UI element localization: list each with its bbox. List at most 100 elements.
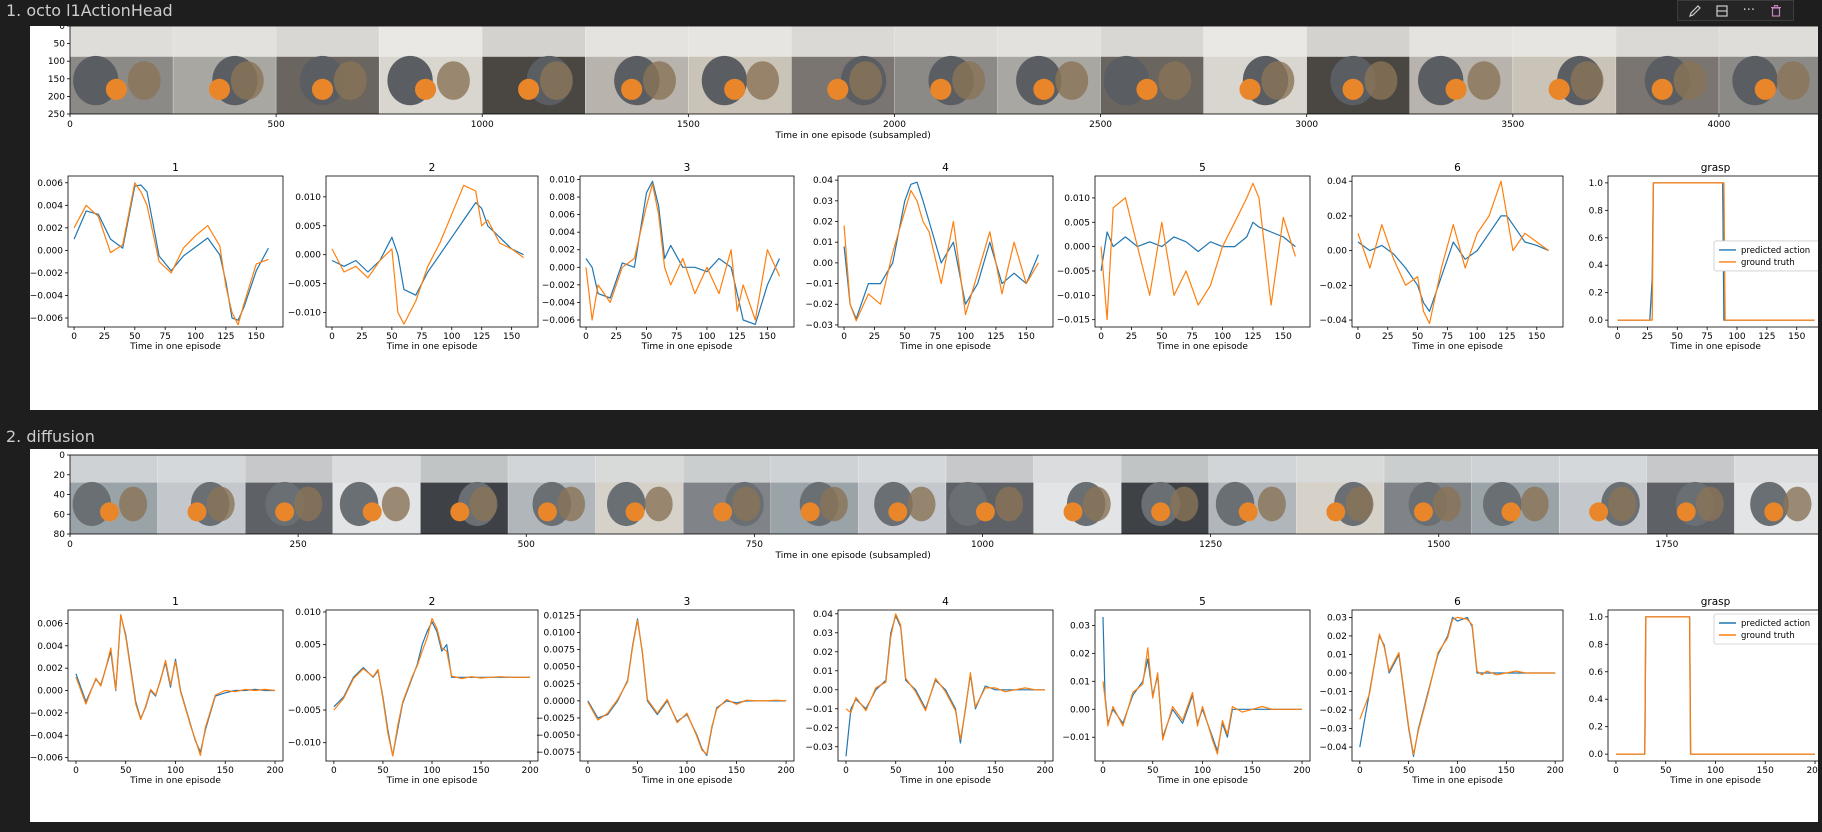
strip-xtick-label: 1000 bbox=[971, 540, 994, 550]
y-tick-label: 0.03 bbox=[813, 197, 833, 207]
y-tick-label: −0.005 bbox=[288, 280, 321, 290]
x-tick-label: 100 bbox=[698, 332, 715, 342]
image-frame bbox=[1734, 455, 1822, 534]
strip-ytick-label: 0 bbox=[59, 451, 65, 461]
x-tick-label: 125 bbox=[987, 332, 1004, 342]
plot-2: 2 0 50 100 150 200 0.010 0.005 0.000 −0.005 −0.010… bbox=[288, 596, 539, 786]
y-tick-label: −0.04 bbox=[1319, 316, 1347, 326]
x-tick-label: 75 bbox=[929, 332, 940, 342]
y-tick-label: −0.002 bbox=[542, 281, 575, 291]
y-tick-label: 0.010 bbox=[295, 608, 321, 618]
y-tick-label: 0.006 bbox=[37, 179, 63, 189]
x-tick-label: 0 bbox=[585, 766, 591, 776]
image-frame bbox=[1033, 455, 1122, 534]
y-tick-label: 0.02 bbox=[1070, 649, 1090, 659]
y-tick-label: 0.04 bbox=[1327, 177, 1347, 187]
x-tick-label: 200 bbox=[522, 766, 539, 776]
x-tick-label: 100 bbox=[1194, 766, 1211, 776]
image-frame bbox=[1718, 26, 1822, 114]
y-tick-label: 0.8 bbox=[1589, 640, 1604, 650]
y-tick-label: 0.03 bbox=[1070, 621, 1090, 631]
x-tick-label: 200 bbox=[1036, 766, 1053, 776]
series-ground-truth bbox=[1100, 182, 1296, 321]
y-tick-label: −0.01 bbox=[1319, 688, 1347, 698]
y-tick-label: 0.006 bbox=[37, 619, 63, 629]
strip-xtick-label: 0 bbox=[67, 120, 73, 130]
y-tick-label: 0.6 bbox=[1589, 668, 1604, 678]
image-frame bbox=[894, 26, 998, 114]
legend: predicted action ground truth bbox=[1713, 240, 1820, 272]
y-tick-label: 0.01 bbox=[813, 667, 833, 677]
series-ground-truth bbox=[585, 183, 781, 321]
plot-6: 6 0 25 50 75 100 125 150 0.04 0.02 0.00 −0.02 −0.04 T… bbox=[1319, 162, 1564, 352]
strip-ytick-label: 50 bbox=[54, 40, 66, 50]
y-tick-label: −0.02 bbox=[1319, 706, 1347, 716]
pencil-icon[interactable] bbox=[1685, 2, 1705, 20]
y-tick-label: −0.004 bbox=[30, 291, 63, 301]
image-frame bbox=[507, 455, 596, 534]
x-axis-label: Time in one episode bbox=[1411, 776, 1503, 786]
y-tick-label: 0.2 bbox=[1589, 723, 1603, 733]
y-tick-label: 0.00 bbox=[813, 259, 833, 269]
x-axis-label: Time in one episode bbox=[129, 342, 221, 352]
x-tick-label: 125 bbox=[217, 332, 234, 342]
plot-3: 3 0 25 50 75 100 125 150 0.010 0.008 0.006 0.004 0.0… bbox=[542, 162, 795, 352]
series-ground-truth bbox=[1616, 616, 1815, 755]
y-tick-label: 0.0000 bbox=[544, 697, 576, 707]
y-tick-label: 0.0 bbox=[1589, 750, 1604, 760]
x-tick-label: 125 bbox=[1758, 332, 1775, 342]
y-tick-label: −0.002 bbox=[30, 269, 63, 279]
y-tick-label: 0.0 bbox=[1589, 316, 1604, 326]
plot-grasp: grasp 0 25 50 75 100 125 150 1.0 0.8 0.6 0.4 0.2 0.0 T… bbox=[1589, 162, 1822, 352]
series-predicted-action bbox=[1100, 221, 1296, 272]
image-frame bbox=[1615, 26, 1719, 114]
plot-title: grasp bbox=[1701, 596, 1731, 608]
image-frame bbox=[1383, 455, 1472, 534]
plot-title: 2 bbox=[429, 596, 436, 608]
plot-title: 5 bbox=[1199, 162, 1206, 174]
series-predicted-action bbox=[585, 180, 781, 325]
y-tick-label: 0.000 bbox=[1064, 243, 1090, 253]
plot-title: 4 bbox=[942, 596, 949, 608]
series-ground-truth bbox=[1359, 616, 1556, 756]
x-tick-label: 25 bbox=[99, 332, 110, 342]
legend-label: ground truth bbox=[1741, 631, 1795, 641]
image-frame bbox=[688, 26, 792, 114]
y-tick-label: 0.00 bbox=[1327, 247, 1347, 257]
trash-icon[interactable] bbox=[1766, 2, 1786, 20]
y-tick-label: 0.006 bbox=[549, 211, 575, 221]
y-tick-label: 0.8 bbox=[1589, 206, 1604, 216]
more-icon[interactable]: ··· bbox=[1742, 3, 1756, 18]
strip-xtick-label: 500 bbox=[268, 120, 285, 130]
y-tick-label: −0.03 bbox=[805, 743, 833, 753]
y-tick-label: 0.02 bbox=[813, 218, 833, 228]
x-tick-label: 0 bbox=[1357, 766, 1363, 776]
x-tick-label: 75 bbox=[671, 332, 682, 342]
image-frame bbox=[1409, 26, 1513, 114]
split-cell-icon[interactable] bbox=[1712, 2, 1732, 20]
plot-3: 3 0 50 100 150 200 0.0125 0.0100 0.0075 0.0050 0.0… bbox=[536, 596, 795, 786]
y-tick-label: 0.4 bbox=[1589, 261, 1604, 271]
plot-title: 6 bbox=[1454, 162, 1461, 174]
y-tick-label: −0.02 bbox=[805, 300, 833, 310]
x-tick-label: 25 bbox=[1126, 332, 1137, 342]
x-axis-label: Time in one episode bbox=[1669, 342, 1761, 352]
x-tick-label: 100 bbox=[187, 332, 204, 342]
y-tick-label: −0.004 bbox=[542, 298, 576, 308]
series-ground-truth bbox=[845, 613, 1045, 740]
strip-ytick-label: 200 bbox=[48, 92, 65, 102]
x-tick-label: 150 bbox=[248, 332, 265, 342]
series-predicted-action bbox=[1357, 215, 1549, 312]
x-axis-label: Time in one episode bbox=[899, 776, 991, 786]
image-frame bbox=[791, 26, 895, 114]
plot-title: 4 bbox=[942, 162, 949, 174]
legend-label: ground truth bbox=[1741, 258, 1795, 268]
strip-xtick-label: 500 bbox=[518, 540, 535, 550]
y-tick-label: 0.01 bbox=[1327, 650, 1347, 660]
image-frame bbox=[244, 455, 333, 534]
y-tick-label: 0.000 bbox=[37, 246, 63, 256]
x-tick-label: 50 bbox=[386, 332, 398, 342]
x-tick-label: 0 bbox=[71, 332, 77, 342]
series-predicted-action bbox=[331, 202, 524, 296]
